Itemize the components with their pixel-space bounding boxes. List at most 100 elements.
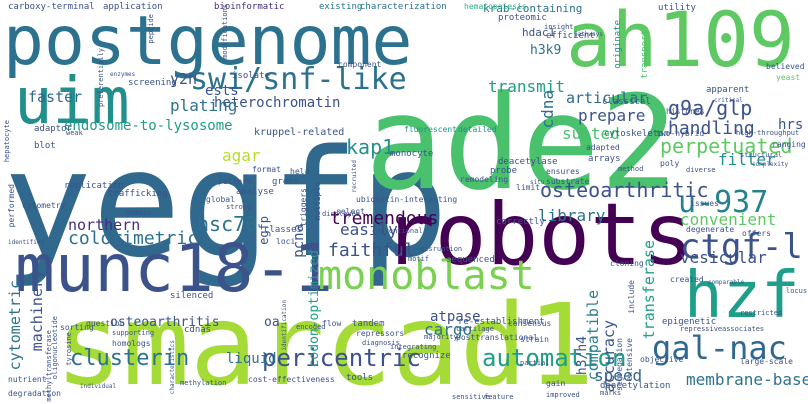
- word-y2h: y2h: [170, 70, 198, 88]
- word-question: question: [86, 319, 125, 328]
- word-characterization: characterization: [360, 2, 447, 12]
- word-ah109: ah109: [566, 0, 795, 84]
- word-supporting: supporting: [112, 329, 155, 337]
- word-enzymes: enzymes: [110, 71, 136, 78]
- word-northern: northern: [68, 216, 141, 234]
- word-ctgf-l: ctgf-l: [680, 227, 803, 267]
- word-osteoarthritis: osteoarthritis: [110, 315, 220, 330]
- word-bioinformatic: bioinformatic: [214, 2, 285, 12]
- word-two-hybrid: two-hybrid: [656, 129, 705, 138]
- word-histones: histones: [666, 107, 705, 116]
- word-sensitive: sensitive: [452, 393, 490, 401]
- word-created: created: [670, 275, 704, 284]
- word-pericentric: pericentric: [262, 344, 421, 372]
- word-hdac1: hdac1: [522, 26, 556, 39]
- word-heterochromatin: heterochromatin: [214, 95, 341, 111]
- word-monocyte: monocyte: [390, 149, 434, 159]
- word-carboxy-terminal: carboxy-terminal: [8, 2, 95, 12]
- word-diagnosis: diagnosis: [362, 339, 400, 347]
- word-utility: utility: [658, 3, 696, 13]
- word-methyltransferase: methyltransferase: [45, 330, 53, 402]
- word-associates: associates: [722, 325, 765, 333]
- word-yeast: yeast: [776, 73, 801, 82]
- word-complexity: complexity: [752, 161, 789, 168]
- word-locus: locus: [786, 287, 808, 295]
- word-limit: limit: [516, 183, 541, 192]
- word-believed: believed: [766, 62, 805, 71]
- word-suited: suited: [562, 124, 620, 143]
- word-situ: situ: [530, 179, 545, 186]
- word-hematopoiesis: hematopoiesis: [464, 2, 527, 11]
- word-multiple: multiple: [313, 182, 322, 221]
- word-epigenetic: epigenetic: [662, 317, 717, 327]
- word-methylation: methylation: [180, 379, 227, 387]
- word-originate: originate: [613, 20, 623, 69]
- word-homologs: homologs: [112, 339, 151, 348]
- word-oa: oa: [264, 315, 280, 330]
- word-modifications: modifications: [221, 4, 229, 59]
- word-existing: existing: [319, 2, 363, 12]
- word-recognize: recognize: [402, 351, 451, 361]
- word-large-scale: large-scale: [740, 357, 793, 366]
- word-kap1: kap1: [346, 135, 395, 159]
- word-ensures: ensures: [546, 167, 580, 176]
- word-extensive: extensive: [625, 338, 634, 382]
- word-cytometry: cytometry: [22, 201, 66, 210]
- word-include: include: [627, 280, 636, 314]
- word-identification: identification: [281, 300, 288, 351]
- word-clusterin: clusterin: [70, 346, 190, 371]
- word-probe: probe: [490, 166, 518, 176]
- word-automation: automation: [482, 344, 627, 372]
- word-displayed: displayed: [322, 210, 360, 218]
- word-smarcad1: smarcad1: [55, 281, 595, 404]
- word-offers: offers: [742, 229, 771, 238]
- word-diverse: diverse: [686, 166, 716, 174]
- word-g9aglp: g9a/glp: [668, 96, 753, 120]
- word-weak: weak: [66, 129, 83, 137]
- word-select: select: [336, 207, 365, 216]
- word-replication: replication: [64, 181, 124, 191]
- word-peptide: peptide: [147, 14, 155, 44]
- word-comparable: comparable: [708, 279, 745, 286]
- word-application: application: [103, 2, 163, 12]
- word-domain: domain: [126, 209, 152, 217]
- word-feature: feature: [484, 393, 514, 401]
- word-characteristics: characteristics: [169, 340, 176, 395]
- word-screening: screening: [128, 78, 177, 88]
- word-robots: robots: [383, 185, 694, 285]
- word-isolate: isolate: [232, 71, 270, 81]
- word-triggers: triggers: [299, 188, 308, 227]
- word-motif: motif: [408, 255, 430, 263]
- word-h3k9: h3k9: [530, 43, 562, 58]
- word-gain: gain: [546, 379, 566, 388]
- word-pattern: pattern: [218, 177, 252, 186]
- word-critical: critical: [714, 97, 743, 104]
- word-osteoarthritic: osteoarthritic: [540, 178, 709, 202]
- word-transport: transport: [640, 30, 650, 79]
- word-performed: performed: [7, 184, 16, 228]
- word-transmit: transmit: [488, 77, 566, 96]
- word-structural: structural: [740, 151, 783, 159]
- word-hepatocyte: hepatocyte: [3, 120, 11, 163]
- word-identified: identified: [8, 239, 45, 246]
- word-ranging: ranging: [772, 140, 806, 149]
- word-degradation: degradation: [8, 389, 61, 398]
- word-easily: easily: [340, 220, 398, 239]
- word-hsc70: hsc70: [197, 212, 258, 236]
- word-disruption: disruption: [420, 245, 463, 253]
- word-conventional: conventional: [372, 227, 423, 235]
- word-nutrient: nutrient: [8, 375, 47, 384]
- word-swisnf-like: swi/snf-like: [190, 62, 407, 97]
- word-liquid: liquid: [226, 351, 277, 367]
- word-silenced: silenced: [170, 291, 214, 301]
- word-uim: uim: [14, 65, 130, 139]
- word-individual: individual: [80, 383, 117, 390]
- word-plating: plating: [170, 96, 238, 115]
- word-faster: faster: [28, 88, 83, 106]
- word-cost-effectiveness: cost-effectiveness: [248, 375, 335, 384]
- word-partial: partial: [520, 359, 550, 367]
- word-encoded: encoded: [296, 323, 326, 331]
- word-faithful: faithful: [328, 240, 415, 261]
- word-membrane-based: membrane-based: [686, 370, 808, 389]
